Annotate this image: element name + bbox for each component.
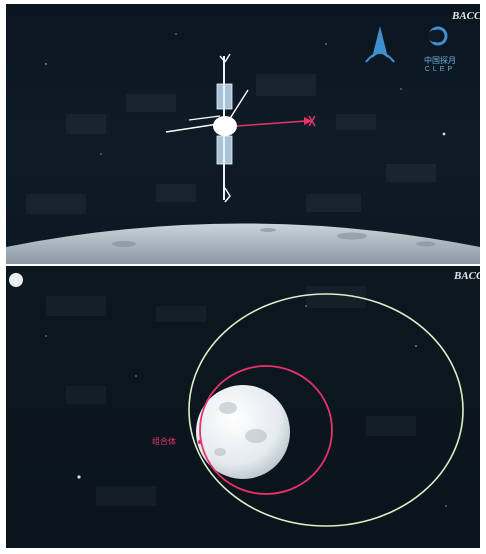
stars	[9, 273, 447, 507]
spacecraft-marker	[197, 439, 203, 445]
background-texture	[26, 74, 436, 214]
spacecraft-body	[213, 116, 237, 136]
outer-orbit	[188, 293, 464, 527]
attitude-vector-left	[165, 123, 219, 133]
inner-orbit	[199, 365, 333, 495]
spacecraft-label: 组合体	[152, 437, 176, 446]
spacecraft	[165, 53, 316, 203]
clep-logo-text: 中国探月 CLEP	[415, 56, 465, 74]
top-watermark: BACC	[452, 10, 480, 22]
orbit-diagram	[9, 273, 464, 527]
moon-features	[214, 402, 267, 456]
clep-logo-abbr: CLEP	[424, 66, 456, 73]
velocity-vector	[236, 120, 307, 127]
background-texture	[46, 286, 416, 506]
attitude-vector-up	[228, 89, 249, 121]
moon-horizon	[6, 223, 480, 264]
top-scene-panel: 中国探月 CLEP BACC	[6, 4, 480, 264]
bottom-scene-panel: BACC	[6, 266, 480, 548]
clep-logo-cn: 中国探月	[424, 56, 456, 65]
spacecraft-over-moon-scene	[6, 33, 480, 264]
bottom-watermark: BACC	[454, 270, 480, 282]
moon-craters	[112, 228, 436, 247]
distant-moon-icon	[9, 273, 23, 287]
stars	[45, 33, 446, 155]
